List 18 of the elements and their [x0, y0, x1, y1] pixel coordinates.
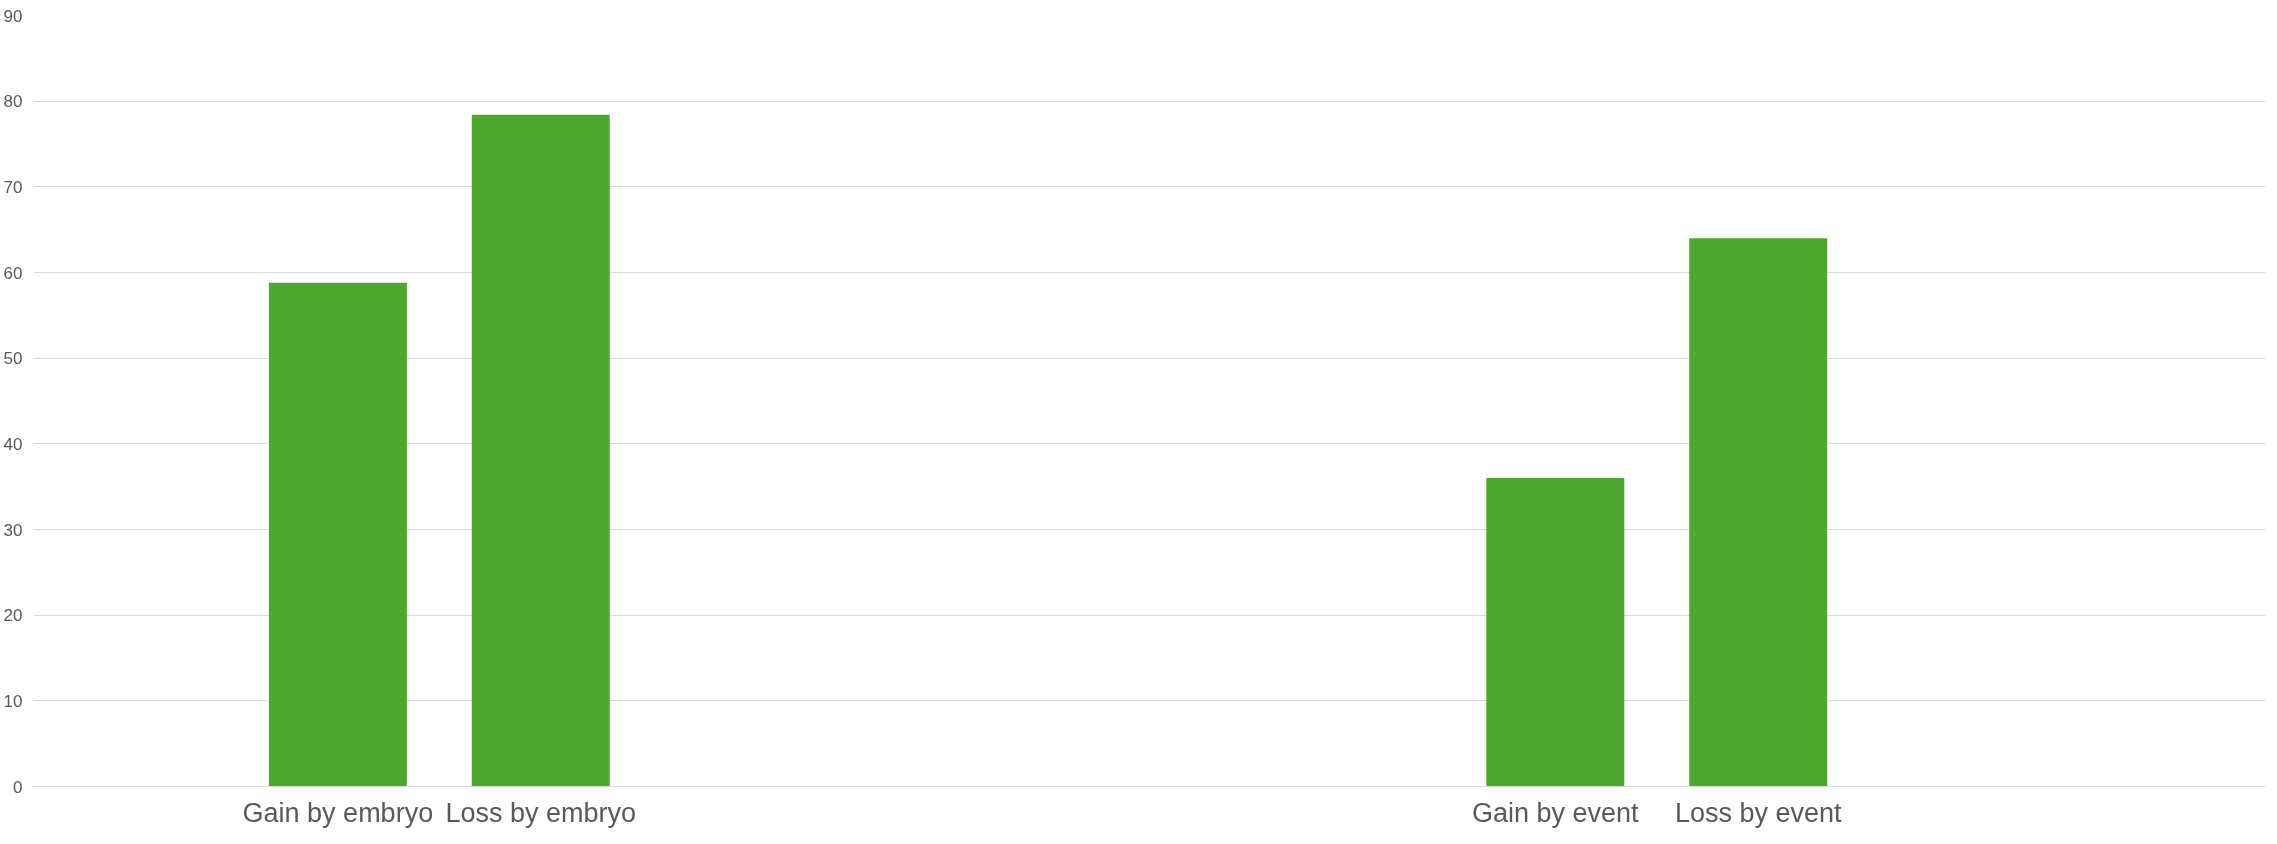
- y-tick-label: 50: [3, 349, 23, 369]
- y-tick-label: 0: [13, 777, 23, 797]
- y-tick-label: 80: [3, 92, 23, 112]
- bar: [471, 114, 610, 787]
- y-tick-label: 40: [3, 434, 23, 454]
- y-tick-label: 70: [3, 177, 23, 197]
- bar: [1486, 478, 1625, 787]
- x-tick-label: Loss by embryo: [445, 797, 637, 828]
- y-tick-label: 10: [3, 691, 23, 711]
- x-tick-label: Gain by embryo: [242, 797, 434, 828]
- y-tick-label: 30: [3, 520, 23, 540]
- bar: [1689, 238, 1828, 787]
- y-tick-label: 20: [3, 606, 23, 626]
- bar: [268, 282, 407, 787]
- x-tick-label: Gain by event: [1472, 797, 1640, 828]
- y-tick-label: 90: [3, 6, 23, 26]
- x-tick-label: Loss by event: [1674, 797, 1843, 828]
- y-tick-label: 60: [3, 263, 23, 283]
